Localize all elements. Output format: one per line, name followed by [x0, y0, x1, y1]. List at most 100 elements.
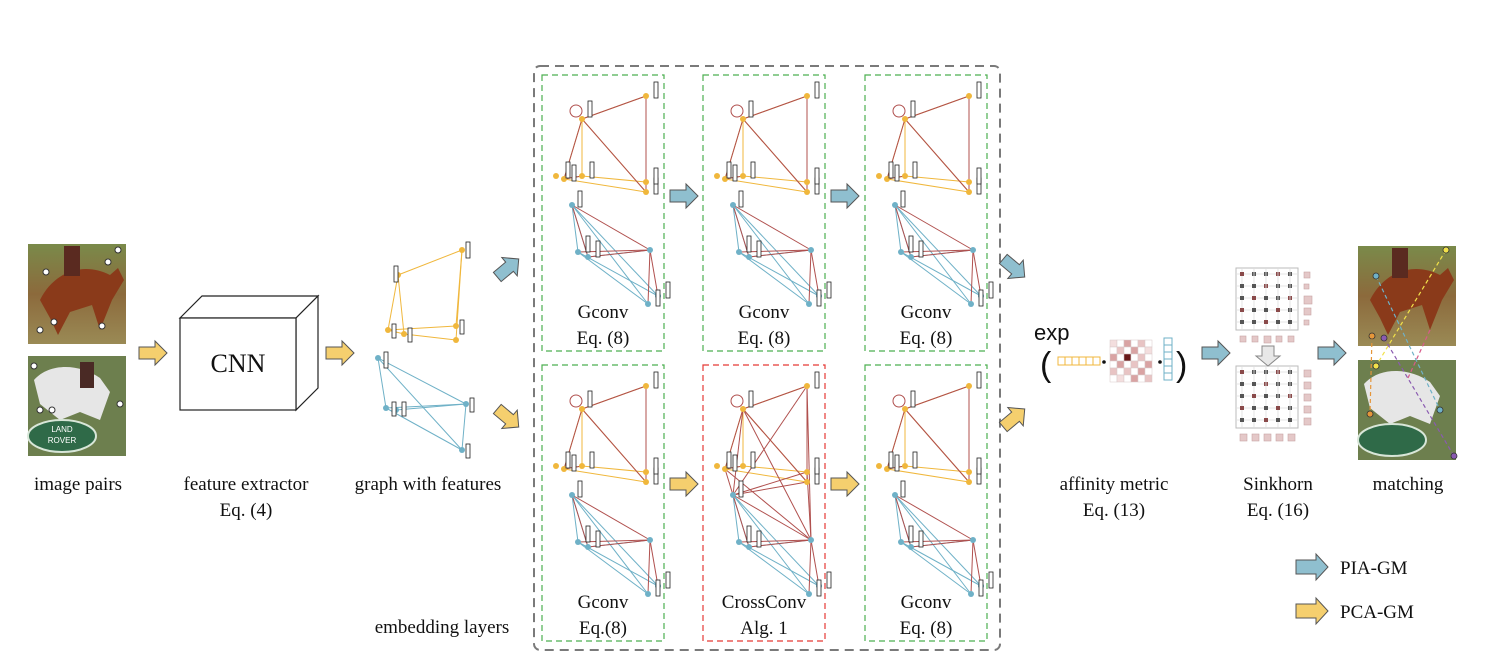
- arrow-top-2-3: [830, 182, 860, 210]
- yellow-node: [966, 383, 972, 389]
- flow-arrows: [138, 182, 1347, 498]
- grid-marginal: [1303, 271, 1311, 279]
- yellow-edge: [563, 468, 647, 483]
- blue-node: [898, 539, 904, 545]
- feature-vector: [900, 480, 906, 498]
- feature-vector: [595, 530, 601, 548]
- feature-vector: [756, 240, 762, 258]
- feature-vector: [750, 451, 756, 469]
- cross-edge: [732, 408, 744, 496]
- grid-marginal: [1263, 335, 1272, 344]
- sinkhorn-grids: [1235, 267, 1313, 442]
- yellow-node: [902, 116, 908, 122]
- affinity-matrix-cell: [1130, 367, 1139, 376]
- blue-node: [575, 539, 581, 545]
- layer-graph-1: [553, 81, 671, 307]
- sinkhorn-grid-after: [1235, 365, 1312, 442]
- yellow-node: [966, 179, 972, 185]
- blue-edge: [732, 204, 740, 253]
- affinity-matrix: [1109, 339, 1153, 383]
- grid-marginal: [1303, 283, 1310, 290]
- feature-vector: [577, 190, 583, 208]
- graph-with-features-label: graph with features: [355, 474, 502, 495]
- affinity-matrix-cell: [1123, 367, 1132, 376]
- red-edge: [742, 408, 808, 483]
- layer-boxes: [541, 74, 988, 642]
- grid-marginal: [1303, 381, 1312, 390]
- red-edge: [810, 539, 820, 587]
- affinity-vector-cell: [1085, 356, 1094, 366]
- yellow-edge: [886, 178, 970, 193]
- affinity-matrix-cell: [1123, 346, 1132, 355]
- red-edge: [904, 385, 970, 410]
- feature-vector: [918, 530, 924, 548]
- yellow-node: [643, 469, 649, 475]
- feature-vector: [918, 240, 924, 258]
- blue-node: [736, 249, 742, 255]
- blue-edge: [738, 251, 810, 305]
- affinity-matrix-cell: [1144, 353, 1153, 362]
- matching-output: matching: [1357, 246, 1458, 495]
- blue-edge: [571, 494, 579, 543]
- grid-cell: [1288, 320, 1292, 324]
- blue-node: [730, 202, 736, 208]
- blue-node: [808, 537, 814, 543]
- blue-node: [645, 591, 651, 597]
- feature-vector: [587, 100, 593, 118]
- arrow-bottom-to-affinity: [998, 406, 1026, 433]
- red-edge: [810, 249, 820, 297]
- feature-vector: [738, 480, 744, 498]
- layer-top-2-name: Gconv: [739, 302, 790, 323]
- affinity-matrix-cell: [1144, 346, 1153, 355]
- blue-edge: [577, 541, 659, 587]
- self-loop: [569, 104, 583, 118]
- grid-cell: [1252, 308, 1256, 312]
- blue-edge: [738, 541, 820, 587]
- red-edge: [970, 249, 974, 305]
- layer-bottom-1-eq: Eq.(8): [579, 618, 627, 639]
- blue-node: [647, 247, 653, 253]
- affinity-right-paren: ): [1176, 346, 1187, 384]
- self-loop: [730, 104, 744, 118]
- grid-cell: [1264, 406, 1268, 410]
- feature-vector: [826, 571, 832, 589]
- yellow-node: [876, 173, 882, 179]
- legend-item-pia: PIA-GM: [1295, 552, 1408, 582]
- affinity-matrix-cell: [1144, 374, 1153, 383]
- yellow-node: [553, 463, 559, 469]
- grid-marginal: [1303, 319, 1310, 326]
- grid-cell: [1252, 406, 1256, 410]
- blue-edge: [738, 541, 810, 595]
- self-loop: [569, 394, 583, 408]
- yellow-node: [561, 176, 567, 182]
- layer-box-top-3: [864, 74, 988, 352]
- yellow-node: [740, 463, 746, 469]
- blue-edge: [571, 204, 579, 253]
- yellow-node: [553, 173, 559, 179]
- red-edge: [894, 494, 974, 541]
- feature-vector: [746, 525, 752, 543]
- red-edge: [649, 249, 659, 297]
- affinity-matrix-cell: [1116, 346, 1125, 355]
- arrow-affinity-to-sinkhorn: [1201, 339, 1231, 367]
- red-edge: [742, 118, 808, 193]
- grid-marginal: [1263, 433, 1272, 442]
- feature-vector: [655, 289, 661, 307]
- affinity-matrix-cell: [1137, 346, 1146, 355]
- yellow-node: [804, 179, 810, 185]
- red-edge: [647, 539, 651, 595]
- red-edge: [894, 494, 912, 548]
- grid-marginal: [1251, 335, 1259, 343]
- yellow-node: [804, 383, 810, 389]
- feature-vector: [587, 390, 593, 408]
- yellow-node: [966, 469, 972, 475]
- feature-vector: [726, 451, 732, 469]
- layer-box-top-1: [541, 74, 665, 352]
- feature-vector: [888, 161, 894, 179]
- feature-vector: [978, 579, 984, 597]
- layer-graphs: [553, 81, 994, 597]
- affinity-matrix-cell: [1109, 367, 1118, 376]
- feature-vector: [816, 579, 822, 597]
- affinity-matrix-cell: [1123, 360, 1132, 369]
- grid-cell: [1276, 418, 1280, 422]
